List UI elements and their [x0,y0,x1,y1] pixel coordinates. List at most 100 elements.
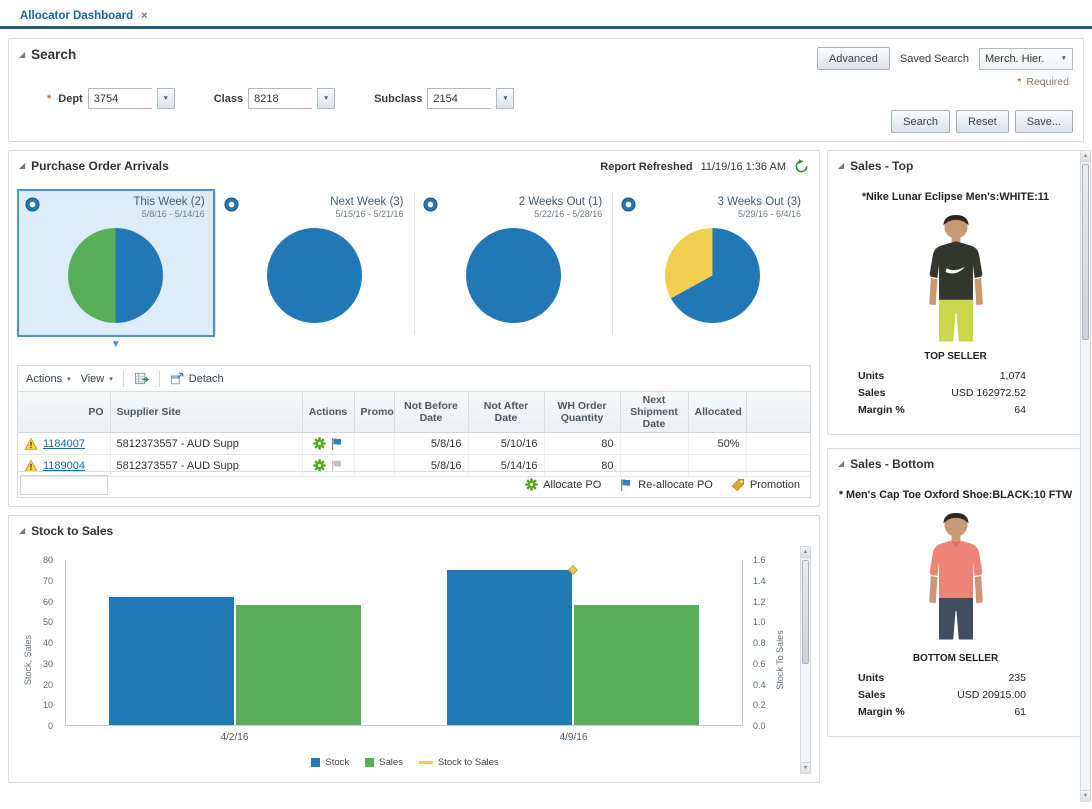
reallocate-flag-icon [621,478,631,491]
legend-sales: Sales [365,757,403,768]
y-axis-left: 0 10 20 30 40 50 60 70 80 [19,555,61,731]
tile-this-week[interactable]: This Week (2) 5/8/16 - 5/14/16 ▼ [17,189,215,350]
field-dept: * Dept ▼ [47,88,175,109]
column-header-not-before-date[interactable]: Not Before Date [394,392,469,434]
column-header-next-shipment-date[interactable]: Next Shipment Date [620,392,689,434]
bar-sales [236,605,362,725]
disclosure-icon[interactable]: ◢ [19,161,26,170]
po-table-header-row: PO Supplier Site Actions Promo Not Befor… [18,392,810,434]
bottom-seller-product-photo [928,513,983,640]
column-header-po[interactable]: PO [18,392,111,434]
stock-panel-scrollbar[interactable]: ▲ ▼ [800,546,811,774]
column-header-promo[interactable]: Promo [354,392,395,434]
tile-3-weeks-out[interactable]: 3 Weeks Out (3) 5/29/16 - 6/4/16 ▼ [613,189,811,337]
warning-icon [24,459,38,472]
legend-stock: Stock [311,757,349,768]
column-header-wh-order-quantity[interactable]: WH Order Quantity [544,392,621,434]
class-dropdown-button[interactable]: ▼ [317,88,336,109]
tile-label: Next Week (3) [330,196,404,208]
bottom-seller-caption: BOTTOM SELLER [912,653,999,664]
stat-row-units: Units 235 [858,672,1026,684]
scrollbar-thumb[interactable] [1082,164,1089,340]
cell-actions [302,432,355,456]
allocate-po-icon[interactable] [312,437,326,450]
scrollbar-thumb[interactable] [802,560,809,664]
caret-down-icon: ▾ [67,375,71,383]
disclosure-icon[interactable]: ◢ [19,526,26,535]
tile-header: 2 Weeks Out (1) 5/22/16 - 5/28/16 [425,196,603,219]
cell-wh-order-quantity: 80 [544,432,621,456]
refresh-icon[interactable] [794,159,809,174]
detach-label: Detach [188,372,224,385]
legend-allocate-label: Allocate PO [543,478,602,491]
po-number-link[interactable]: 1189004 [43,459,86,472]
axis-tick-label: 1.0 [753,617,766,628]
required-note: * Required [1017,76,1069,88]
subclass-dropdown-button[interactable]: ▼ [496,88,515,109]
po-table-row[interactable]: 1184007 5812373557 - AUD Supp [18,432,810,456]
dept-dropdown-button[interactable]: ▼ [156,88,175,109]
tile-next-week[interactable]: Next Week (3) 5/15/16 - 5/21/16 ▼ [216,189,414,337]
sales-bottom-title: Sales - Bottom [850,457,935,471]
scroll-up-icon[interactable]: ▲ [1081,151,1090,162]
dept-input[interactable] [87,88,152,109]
disclosure-icon[interactable]: ◢ [19,49,26,59]
pie-status-icon [25,197,40,212]
search-button[interactable]: Search [891,110,950,133]
tile-label: 2 Weeks Out (1) [518,196,603,208]
purchase-order-arrivals-panel: ◢ Purchase Order Arrivals Report Refresh… [8,150,820,507]
pie-status-icon [224,197,239,212]
reallocate-po-icon[interactable] [330,459,344,473]
tile-label: 3 Weeks Out (3) [717,196,801,208]
actions-menu[interactable]: Actions ▾ [26,373,71,385]
scroll-down-icon[interactable]: ▼ [1081,790,1090,801]
class-input[interactable] [248,88,313,109]
sales-top-title: Sales - Top [850,159,914,173]
column-header-supplier-site[interactable]: Supplier Site [110,392,303,434]
axis-tick-label: 80 [42,555,53,565]
scroll-up-icon[interactable]: ▲ [801,547,810,558]
dropdown-arrow-icon: ▼ [322,95,330,102]
column-header-allocated[interactable]: Allocated [688,392,747,434]
cell-allocated: 50% [688,432,747,456]
axis-tick-label: 0.0 [753,721,766,731]
view-menu[interactable]: View ▾ [81,373,113,385]
tile-date-range: 5/29/16 - 6/4/16 [737,209,801,219]
top-seller-stats: Units 1,074 Sales USD 162972.52 Margin %… [858,365,1026,421]
reallocate-po-icon[interactable] [330,437,344,451]
subclass-input[interactable] [427,88,492,109]
axis-tick-label: 0 [47,721,53,731]
action-icons-legend: Allocate PO Re-allocate PO Promotion [525,478,810,492]
tab-close-icon[interactable]: × [141,9,148,22]
disclosure-icon[interactable]: ◢ [838,161,845,170]
report-refreshed: Report Refreshed 11/19/16 1:36 AM [600,159,809,174]
x-axis-label: 4/9/16 [559,732,588,743]
export-icon[interactable] [134,371,149,386]
pie-status-icon [422,197,438,212]
reset-button[interactable]: Reset [956,110,1009,133]
footer-empty-cell [20,474,108,495]
saved-search-label: Saved Search [899,52,969,65]
sales-swatch-icon [365,758,375,767]
legend-reallocate-label: Re-allocate PO [638,478,713,491]
axis-tick-label: 0.2 [753,700,766,711]
warning-icon [24,437,38,450]
saved-search-select[interactable]: Merch. Hier. ▼ [979,47,1073,70]
bar-group-2 [404,560,742,725]
tab-allocator-dashboard[interactable]: Allocator Dashboard × [8,3,160,29]
disclosure-icon[interactable]: ◢ [838,459,845,468]
detach-button[interactable]: Detach [170,372,224,386]
po-number-link[interactable]: 1184007 [43,437,86,450]
allocate-po-icon[interactable] [312,459,326,472]
column-header-not-after-date[interactable]: Not After Date [468,392,545,434]
tile-date-range: 5/8/16 - 5/14/16 [141,209,205,219]
advanced-button[interactable]: Advanced [816,47,890,70]
scroll-down-icon[interactable]: ▼ [801,762,810,773]
save-button[interactable]: Save... [1014,110,1073,133]
tile-2-weeks-out[interactable]: 2 Weeks Out (1) 5/22/16 - 5/28/16 ▼ [415,189,613,337]
stat-row-sales: Sales USD 162972.52 [858,387,1026,399]
column-header-actions[interactable]: Actions [302,392,355,434]
class-label: Class [213,92,244,105]
legend-stock-to-sales: Stock to Sales [418,757,499,768]
page-scrollbar[interactable]: ▲ ▼ [1080,150,1091,802]
